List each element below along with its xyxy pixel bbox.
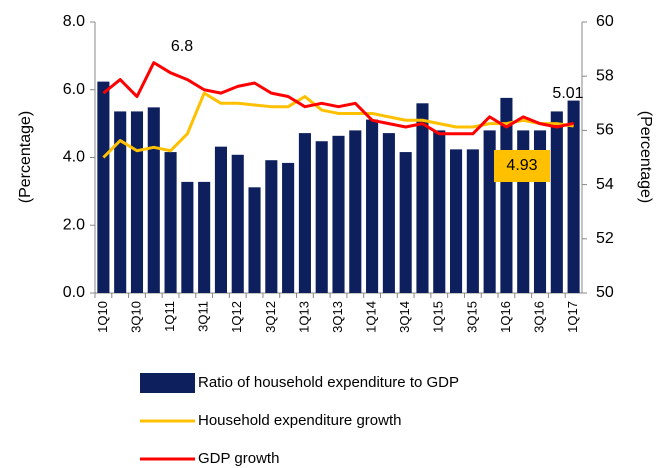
bar	[567, 100, 580, 293]
bar	[181, 181, 194, 293]
y2-tick-label: 52	[596, 230, 614, 247]
legend-label: GDP growth	[198, 450, 279, 467]
x-tick-label: 1Q13	[296, 301, 311, 333]
x-tick-label: 3Q12	[263, 301, 278, 333]
bar	[399, 152, 412, 293]
bar	[416, 103, 429, 293]
x-tick-label: 3Q13	[330, 301, 345, 333]
line	[102, 61, 574, 136]
bar	[164, 152, 177, 293]
bar	[349, 130, 362, 293]
annotation: 5.01	[552, 85, 583, 102]
x-tick-label: 1Q12	[229, 301, 244, 333]
line	[102, 91, 574, 159]
y2-tick-label: 56	[596, 122, 614, 139]
y-tick-label: 8.0	[63, 13, 85, 30]
y2-tick-label: 60	[596, 13, 614, 30]
legend-label: Household expenditure growth	[198, 412, 401, 429]
y-tick-label: 4.0	[63, 149, 85, 166]
legend-label: Ratio of household expenditure to GDP	[198, 374, 459, 391]
x-tick-label: 1Q10	[95, 301, 110, 333]
x-tick-label: 3Q11	[196, 301, 211, 332]
bar	[483, 130, 496, 293]
x-tick-label: 3Q10	[128, 301, 143, 333]
y2-tick-label: 54	[596, 176, 614, 193]
bar	[433, 130, 446, 293]
bar	[332, 135, 345, 293]
bar	[198, 181, 211, 293]
annotation-box	[494, 150, 550, 182]
bar	[130, 111, 144, 294]
y2-tick-label: 58	[596, 67, 614, 84]
y-tick-label: 6.0	[63, 81, 85, 98]
bar	[248, 187, 261, 293]
bar	[97, 81, 110, 294]
x-tick-label: 1Q15	[431, 301, 446, 333]
bar	[500, 97, 513, 293]
bar	[450, 149, 463, 293]
bar	[550, 111, 563, 294]
x-tick-label: 3Q16	[531, 301, 546, 333]
x-tick-label: 1Q17	[565, 301, 580, 333]
bar	[214, 146, 227, 293]
bar	[231, 154, 244, 293]
annotation: 4.93	[506, 157, 537, 174]
bar	[114, 111, 127, 294]
x-tick-label: 1Q14	[364, 301, 379, 333]
bar	[366, 119, 379, 293]
x-tick-label: 1Q16	[498, 301, 513, 333]
bar	[298, 133, 311, 293]
annotation: 6.8	[171, 38, 193, 55]
bar	[466, 149, 479, 293]
bar	[382, 133, 395, 293]
x-tick-label: 3Q14	[397, 301, 412, 333]
bar	[315, 141, 328, 293]
y2-tick-label: 50	[596, 284, 614, 301]
bar	[265, 160, 278, 293]
y2-axis-label: (Percentage)	[637, 111, 654, 204]
x-tick-label: 1Q11	[162, 301, 177, 332]
x-tick-label: 3Q15	[464, 301, 479, 333]
y-tick-label: 2.0	[63, 216, 85, 233]
legend-swatch	[140, 373, 195, 393]
y-axis-label: (Percentage)	[17, 111, 34, 204]
bar	[147, 107, 160, 294]
bar	[282, 162, 295, 293]
y-tick-label: 0.0	[63, 284, 85, 301]
